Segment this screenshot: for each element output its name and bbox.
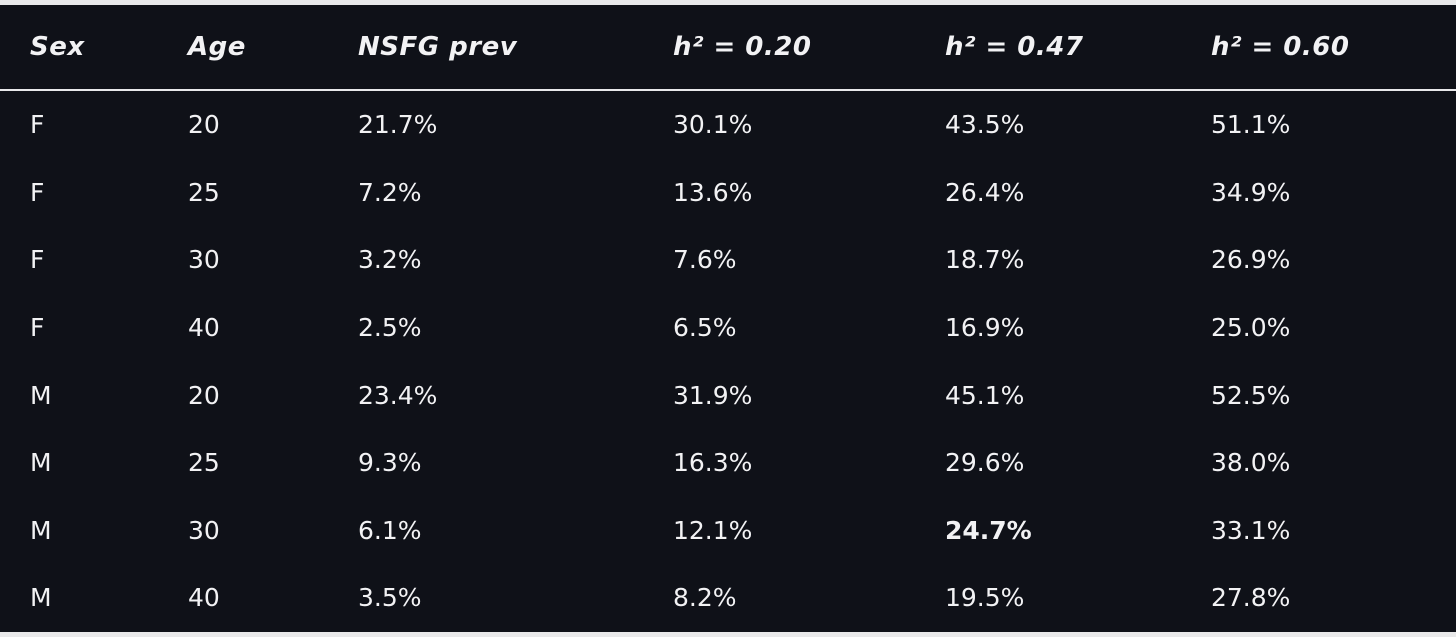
table-cell: 40	[188, 583, 220, 613]
table-cell: 25	[188, 448, 220, 478]
table-row: F 30 3.2% 7.6% 18.7% 26.9%	[0, 226, 1456, 294]
table-cell: 13.6%	[673, 177, 753, 207]
table-cell: 7.6%	[673, 245, 737, 275]
table-cell: 26.9%	[1211, 245, 1291, 275]
table-cell: 3.2%	[358, 245, 422, 275]
table-cell: 2.5%	[358, 313, 422, 343]
header-cell: h² = 0.60	[1211, 5, 1456, 91]
table-cell: 52.5%	[1211, 380, 1291, 410]
header-cell: h² = 0.20	[673, 5, 945, 91]
table-cell: 34.9%	[1211, 177, 1291, 207]
table-cell: M	[30, 448, 52, 478]
table-cell: 21.7%	[358, 110, 438, 140]
table-cell: F	[30, 313, 45, 343]
table-cell: 20	[188, 380, 220, 410]
table-cell: 25.0%	[1211, 313, 1291, 343]
data-table: Sex Age NSFG prev h² = 0.20 h² = 0.47 h² = 0.…	[0, 5, 1456, 632]
table-cell: 19.5%	[945, 583, 1025, 613]
table-cell: M	[30, 515, 52, 545]
table-cell: 26.4%	[945, 177, 1025, 207]
table-cell: 9.3%	[358, 448, 422, 478]
table-panel: Sex Age NSFG prev h² = 0.20 h² = 0.47 h² = 0.…	[0, 5, 1456, 632]
table-cell: 12.1%	[673, 515, 753, 545]
table-cell: 31.9%	[673, 380, 753, 410]
table-cell: 38.0%	[1211, 448, 1291, 478]
table-cell: 24.7%	[945, 515, 1032, 545]
header-row: Sex Age NSFG prev h² = 0.20 h² = 0.47 h² = 0.…	[0, 5, 1456, 91]
table-cell: 40	[188, 313, 220, 343]
table-cell: 33.1%	[1211, 515, 1291, 545]
table-cell: 29.6%	[945, 448, 1025, 478]
table-cell: 45.1%	[945, 380, 1025, 410]
table-cell: F	[30, 110, 45, 140]
table-cell: 7.2%	[358, 177, 422, 207]
table-cell: 20	[188, 110, 220, 140]
table-cell: 18.7%	[945, 245, 1025, 275]
table-cell: 3.5%	[358, 583, 422, 613]
table-body: F 20 21.7% 30.1% 43.5% 51.1% F 25 7.2% 13.6% 26.4%…	[0, 90, 1456, 632]
table-row: M 25 9.3% 16.3% 29.6% 38.0%	[0, 429, 1456, 497]
table-cell: 25	[188, 177, 220, 207]
table-row: F 40 2.5% 6.5% 16.9% 25.0%	[0, 294, 1456, 362]
table-cell: M	[30, 583, 52, 613]
table-cell: 16.9%	[945, 313, 1025, 343]
table-cell: 6.1%	[358, 515, 422, 545]
table-row: M 20 23.4% 31.9% 45.1% 52.5%	[0, 361, 1456, 429]
table-cell: 23.4%	[358, 380, 438, 410]
table-row: F 20 21.7% 30.1% 43.5% 51.1%	[0, 90, 1456, 159]
header-cell: Age	[188, 5, 358, 91]
table-cell: 30	[188, 515, 220, 545]
header-cell: h² = 0.47	[945, 5, 1211, 91]
table-cell: 43.5%	[945, 110, 1025, 140]
table-cell: 30	[188, 245, 220, 275]
header-cell: Sex	[0, 5, 188, 91]
table-cell: F	[30, 245, 45, 275]
table-cell: 30.1%	[673, 110, 753, 140]
table-cell: 27.8%	[1211, 583, 1291, 613]
table-cell: 16.3%	[673, 448, 753, 478]
header-cell: NSFG prev	[358, 5, 673, 91]
table-row: M 30 6.1% 12.1% 24.7% 33.1%	[0, 497, 1456, 565]
table-cell: F	[30, 177, 45, 207]
table-cell: 51.1%	[1211, 110, 1291, 140]
table-cell: 6.5%	[673, 313, 737, 343]
table-row: F 25 7.2% 13.6% 26.4% 34.9%	[0, 159, 1456, 227]
table-row: M 40 3.5% 8.2% 19.5% 27.8%	[0, 564, 1456, 632]
table-cell: 8.2%	[673, 583, 737, 613]
table-cell: M	[30, 380, 52, 410]
